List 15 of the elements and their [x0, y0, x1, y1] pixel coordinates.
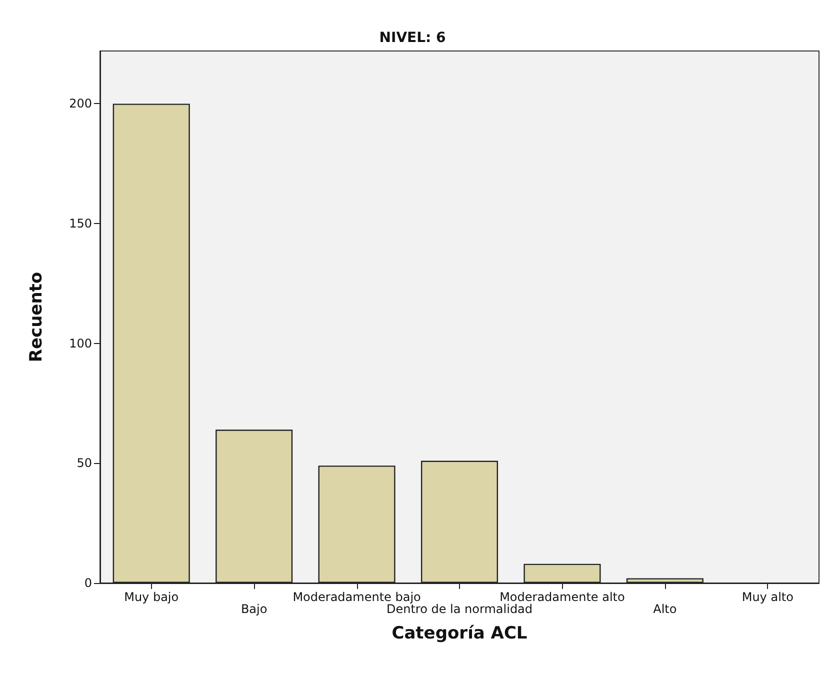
x-tick-label: Moderadamente alto	[500, 590, 625, 604]
y-tick-label: 100	[69, 336, 92, 350]
x-axis-title: Categoría ACL	[392, 624, 528, 644]
x-tick-label: Moderadamente bajo	[292, 590, 421, 604]
chart-title: NIVEL: 6	[379, 30, 446, 46]
y-axis-title: Recuento	[26, 272, 46, 362]
x-tick-label: Bajo	[240, 602, 268, 616]
x-tick-label: Muy bajo	[124, 590, 179, 604]
y-tick-label: 0	[84, 576, 92, 590]
y-tick-label: 200	[69, 96, 92, 111]
x-tick-label: Muy alto	[742, 590, 794, 604]
x-tick-label: Dentro de la normalidad	[386, 602, 533, 616]
x-tick-label: Alto	[653, 602, 677, 616]
y-tick-label: 150	[69, 216, 92, 231]
y-tick-label: 50	[76, 456, 92, 470]
